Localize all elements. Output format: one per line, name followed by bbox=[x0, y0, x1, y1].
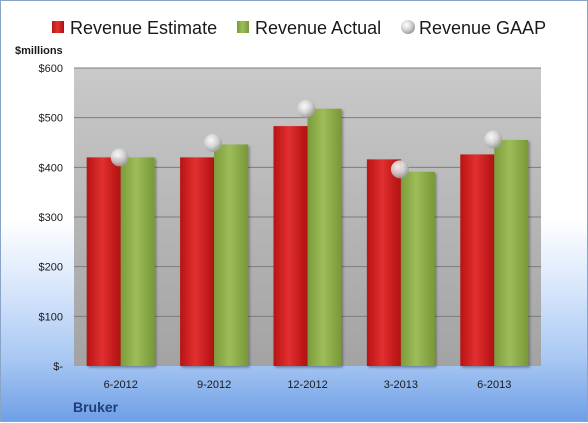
y-tick-label: $600 bbox=[39, 63, 63, 75]
legend-swatch-gaap bbox=[401, 20, 415, 34]
bar-revenue-actual bbox=[307, 108, 342, 366]
legend-item-actual: Revenue Actual bbox=[237, 18, 381, 38]
x-axis: 6-2012 9-2012 12-2012 3-2013 6-2013 bbox=[104, 379, 512, 391]
y-tick-label: $200 bbox=[39, 262, 63, 274]
x-tick-label: 6-2013 bbox=[477, 379, 511, 391]
legend-item-estimate: Revenue Estimate bbox=[52, 18, 217, 38]
legend-swatch-actual bbox=[237, 21, 249, 33]
marker-revenue-gaap bbox=[297, 99, 316, 118]
bar-revenue-estimate bbox=[273, 126, 308, 366]
company-name: Bruker bbox=[73, 399, 119, 415]
bar-revenue-actual bbox=[494, 140, 529, 366]
x-tick-label: 3-2013 bbox=[384, 379, 418, 391]
marker-revenue-gaap bbox=[204, 133, 223, 152]
y-axis: $- $100 $200 $300 $400 $500 $600 bbox=[39, 63, 64, 373]
y-tick-label: $300 bbox=[39, 212, 63, 224]
bar-revenue-actual bbox=[120, 157, 155, 366]
legend: Revenue Estimate Revenue Actual Revenue … bbox=[52, 18, 546, 38]
y-tick-label: $500 bbox=[39, 113, 63, 125]
y-axis-unit-label: $millions bbox=[15, 45, 63, 57]
x-tick-label: 6-2012 bbox=[104, 379, 138, 391]
bar-revenue-estimate bbox=[86, 157, 121, 366]
legend-label-gaap: Revenue GAAP bbox=[419, 18, 546, 38]
y-tick-label: $- bbox=[53, 361, 63, 373]
gaap-markers bbox=[110, 99, 503, 179]
bar-revenue-actual bbox=[400, 171, 435, 366]
legend-swatch-estimate bbox=[52, 21, 64, 33]
marker-revenue-gaap bbox=[390, 160, 409, 179]
bar-revenue-estimate bbox=[460, 154, 495, 366]
bar-revenue-estimate bbox=[366, 159, 401, 366]
x-tick-label: 12-2012 bbox=[287, 379, 327, 391]
legend-item-gaap: Revenue GAAP bbox=[401, 18, 546, 38]
legend-label-actual: Revenue Actual bbox=[255, 18, 381, 38]
y-tick-label: $100 bbox=[39, 311, 63, 323]
legend-label-estimate: Revenue Estimate bbox=[70, 18, 217, 38]
marker-revenue-gaap bbox=[484, 130, 503, 149]
bar-revenue-actual bbox=[214, 144, 249, 366]
y-tick-label: $400 bbox=[39, 162, 63, 174]
bar-revenue-estimate bbox=[180, 157, 215, 366]
x-tick-label: 9-2012 bbox=[197, 379, 231, 391]
bars bbox=[86, 108, 529, 366]
marker-revenue-gaap bbox=[110, 148, 129, 167]
